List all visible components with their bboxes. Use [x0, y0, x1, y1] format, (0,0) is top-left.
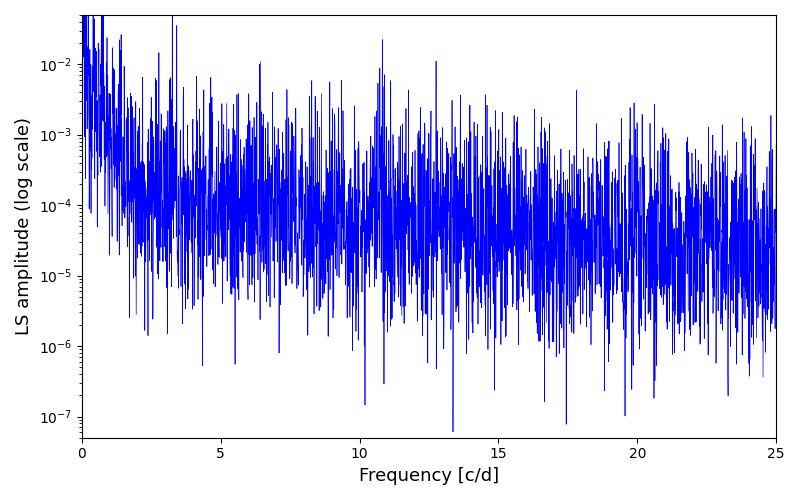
X-axis label: Frequency [c/d]: Frequency [c/d] [359, 467, 499, 485]
Y-axis label: LS amplitude (log scale): LS amplitude (log scale) [15, 118, 33, 336]
